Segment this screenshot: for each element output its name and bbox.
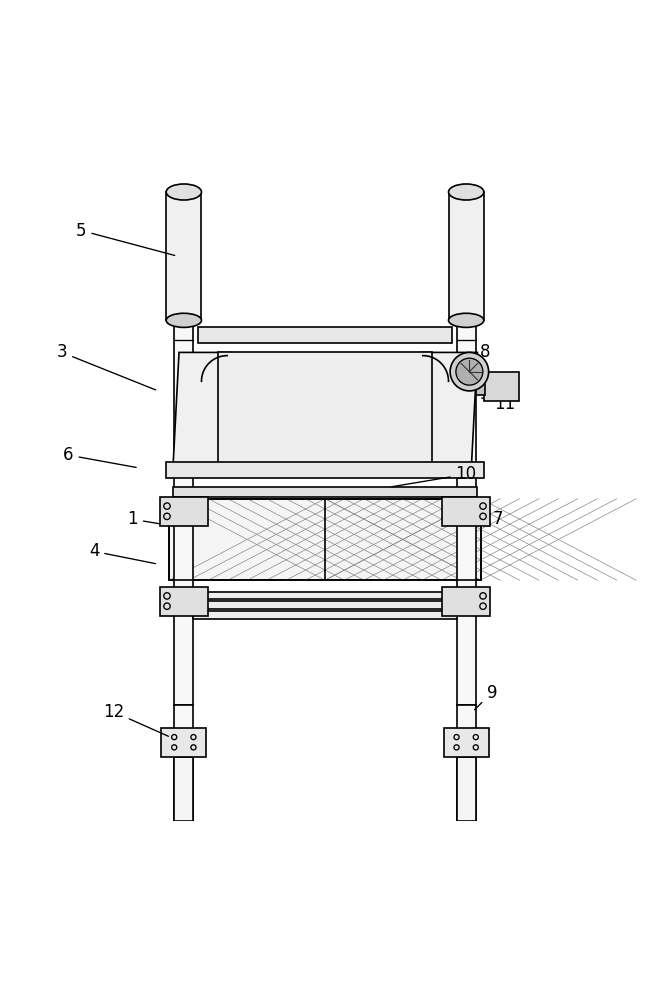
Text: 6: 6 xyxy=(63,446,136,467)
Bar xyxy=(448,192,484,320)
Bar xyxy=(198,327,452,343)
Text: 9: 9 xyxy=(474,684,497,710)
Text: 1: 1 xyxy=(127,510,168,528)
Bar xyxy=(173,487,477,497)
Text: 12: 12 xyxy=(103,703,168,736)
Text: 11: 11 xyxy=(482,395,515,413)
Text: 7: 7 xyxy=(443,510,504,528)
Bar xyxy=(174,320,194,705)
Bar xyxy=(218,352,432,474)
Text: 5: 5 xyxy=(76,222,175,255)
Text: 4: 4 xyxy=(89,542,155,564)
Ellipse shape xyxy=(448,313,484,327)
Bar xyxy=(170,499,480,580)
Bar xyxy=(442,587,490,615)
Bar xyxy=(160,587,208,615)
Bar xyxy=(194,592,456,599)
Bar xyxy=(484,372,519,401)
Polygon shape xyxy=(420,352,477,474)
Ellipse shape xyxy=(166,313,202,327)
Bar xyxy=(476,379,485,395)
Bar xyxy=(166,462,484,478)
Ellipse shape xyxy=(448,184,484,200)
Bar xyxy=(160,497,208,526)
Bar xyxy=(174,757,194,821)
Bar xyxy=(194,611,456,619)
Polygon shape xyxy=(173,352,230,474)
Bar xyxy=(444,728,489,757)
Bar xyxy=(456,320,476,705)
Circle shape xyxy=(450,352,489,391)
Text: 10: 10 xyxy=(392,465,476,487)
Bar xyxy=(161,728,206,757)
Ellipse shape xyxy=(166,184,202,200)
Bar xyxy=(166,192,202,320)
Circle shape xyxy=(456,358,483,385)
Bar xyxy=(194,601,456,609)
Text: 8: 8 xyxy=(468,343,491,370)
Bar xyxy=(170,499,480,580)
Bar xyxy=(456,757,476,821)
Bar xyxy=(174,705,194,821)
Bar xyxy=(456,705,476,821)
Text: 3: 3 xyxy=(57,343,155,390)
Bar xyxy=(442,497,490,526)
